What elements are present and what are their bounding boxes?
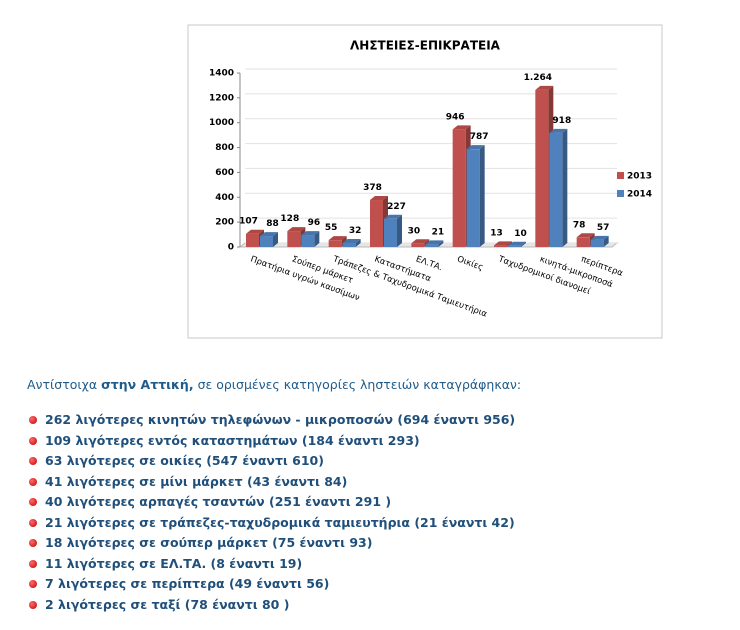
y-tick-label: 1200 <box>209 93 234 103</box>
value-label: 21 <box>432 227 445 237</box>
bar <box>260 236 273 247</box>
bar <box>425 244 439 247</box>
stat-item: 11 λιγότερες σε ΕΛ.ΤΑ. (8 έναντι 19) <box>27 554 515 575</box>
bar-top <box>576 233 595 238</box>
y-tick-label: 200 <box>215 218 234 228</box>
bar-top <box>342 239 361 244</box>
value-label: 30 <box>408 226 421 236</box>
bar-top <box>370 196 388 201</box>
bar-side <box>273 232 278 247</box>
value-label: 57 <box>597 223 610 233</box>
stat-list: 262 λιγότερες κινητών τηλεφώνων - μικροπ… <box>27 410 515 615</box>
bar-top <box>466 145 485 150</box>
value-label: 227 <box>387 202 406 212</box>
value-label: 13 <box>490 228 503 238</box>
legend-label: 2014 <box>627 190 652 200</box>
bar <box>494 245 507 247</box>
stat-item: 40 λιγότερες αρπαγές τσαντών (251 έναντι… <box>27 492 515 513</box>
bar-side <box>603 235 609 247</box>
bar-top <box>549 128 568 133</box>
bar-top <box>328 236 347 241</box>
stat-item: 21 λιγότερες σε τράπεζες-ταχυδρομικά ταμ… <box>27 513 515 534</box>
bar-side <box>562 128 568 247</box>
y-tick-label: 800 <box>215 143 234 153</box>
bar-side <box>355 239 361 247</box>
bar-top <box>246 229 264 234</box>
chart-title: ΛΗΣΤΕΙΕΣ-ΕΠΙΚΡΑΤΕΙΑ <box>350 39 501 53</box>
bar-top <box>452 125 471 130</box>
intro: Αντίστοιχα στην Αττική, σε ορισμένες κατ… <box>27 377 521 392</box>
value-label: 946 <box>446 112 465 122</box>
stat-item: 262 λιγότερες κινητών τηλεφώνων - μικροπ… <box>27 410 515 431</box>
bar <box>342 243 356 247</box>
y-tick-label: 1400 <box>209 69 234 79</box>
legend-swatch <box>617 190 624 197</box>
stat-item: 18 λιγότερες σε σούπερ μάρκετ (75 έναντι… <box>27 533 515 554</box>
bar-top <box>260 232 278 237</box>
bar <box>508 245 521 247</box>
chart: ΛΗΣΤΕΙΕΣ-ΕΠΙΚΡΑΤΕΙΑ 0 200 400 600 800 1000 120… <box>187 24 663 339</box>
bar-top <box>535 85 554 90</box>
value-label: 918 <box>552 116 571 126</box>
value-label: 96 <box>308 218 321 228</box>
bar <box>384 218 397 247</box>
bar <box>576 237 590 247</box>
bar <box>287 231 301 247</box>
bar-top <box>301 231 320 236</box>
stat-item: 63 λιγότερες σε οικίες (547 έναντι 610) <box>27 451 515 472</box>
bar-side <box>479 145 485 247</box>
intro-bold: στην Αττική, <box>101 377 194 392</box>
bar-side <box>397 214 402 247</box>
stat-item: 109 λιγότερες εντός καταστημάτων (184 έν… <box>27 431 515 452</box>
bar <box>535 89 549 247</box>
bar-top <box>425 240 444 245</box>
y-tick-label: 600 <box>215 168 234 178</box>
value-label: 128 <box>280 214 299 224</box>
value-label: 1.264 <box>524 73 552 83</box>
value-label: 787 <box>470 132 489 142</box>
legend-label: 2013 <box>627 172 652 182</box>
bar <box>549 132 563 247</box>
bar <box>246 233 259 247</box>
bar-top <box>287 227 306 232</box>
y-tick-label: 1000 <box>209 118 234 128</box>
value-label: 378 <box>363 183 382 193</box>
chart-frame <box>187 24 663 339</box>
value-label: 107 <box>239 217 258 227</box>
bar-side <box>438 240 444 247</box>
bar-top <box>384 214 402 219</box>
bar-top <box>411 239 430 244</box>
value-label: 88 <box>266 219 279 229</box>
y-tick-label: 0 <box>228 243 234 253</box>
intro-text: Αντίστοιχα <box>27 377 98 392</box>
value-label: 78 <box>573 220 586 230</box>
legend-swatch <box>617 172 624 179</box>
bar <box>301 235 315 247</box>
stat-item: 7 λιγότερες σε περίπτερα (49 έναντι 56) <box>27 574 515 595</box>
value-label: 10 <box>514 229 527 239</box>
bar-top <box>494 241 512 246</box>
bar-side <box>314 231 320 247</box>
bar-top <box>590 235 609 240</box>
bar-side <box>521 241 526 247</box>
value-label: 32 <box>349 226 362 236</box>
bar-top <box>508 241 526 246</box>
bar <box>370 200 383 247</box>
bar <box>466 149 480 247</box>
y-tick-label: 400 <box>215 193 234 203</box>
value-label: 55 <box>325 223 338 233</box>
intro-text: σε ορισμένες κατηγορίες ληστειών καταγρά… <box>197 377 522 392</box>
stat-item: 2 λιγότερες σε ταξί (78 έναντι 80 ) <box>27 595 515 616</box>
bar <box>328 240 342 247</box>
bar <box>411 243 425 247</box>
bar <box>452 129 466 247</box>
bar <box>590 239 604 247</box>
stat-item: 41 λιγότερες σε μίνι μάρκετ (43 έναντι 8… <box>27 472 515 493</box>
